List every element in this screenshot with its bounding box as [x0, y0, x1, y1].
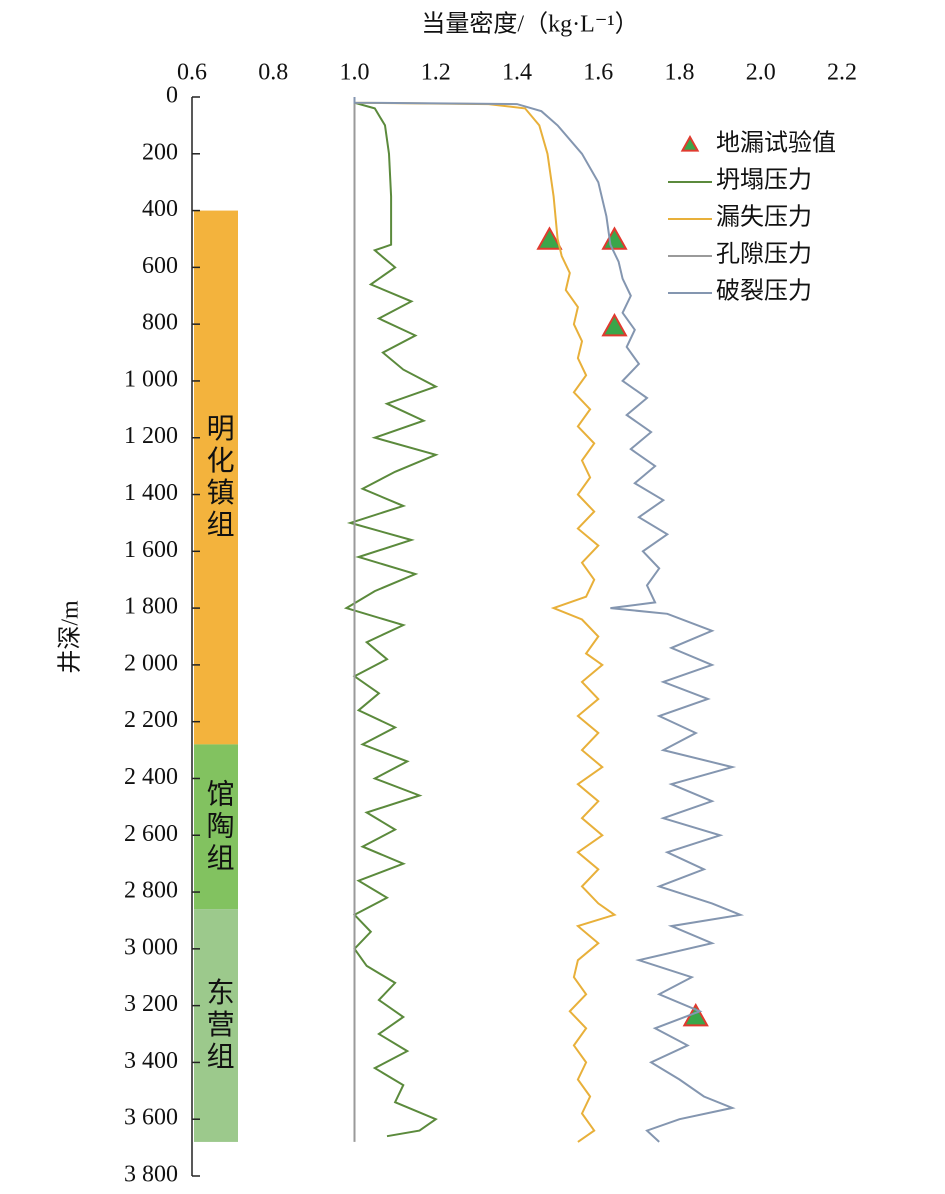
x-tick-label: 1.0	[340, 60, 370, 86]
y-tick-label: 1 200	[124, 423, 178, 449]
legend-label: 坍塌压力	[716, 167, 812, 194]
x-tick-label: 1.6	[583, 60, 613, 86]
y-tick-label: 3 000	[124, 934, 178, 960]
legend-marker	[680, 134, 700, 152]
y-tick-label: 0	[166, 83, 178, 109]
y-tick-label: 1 600	[124, 537, 178, 563]
legend-label: 破裂压力	[716, 278, 812, 305]
formation-band	[194, 744, 238, 910]
series-line	[353, 97, 617, 1143]
legend-label: 孔隙压力	[716, 241, 812, 268]
legend-label: 地漏试验值	[716, 130, 836, 157]
formation-label: 明化镇组	[203, 413, 235, 541]
formation-label: 东营组	[203, 977, 234, 1073]
x-tick-label: 0.6	[177, 60, 207, 86]
formation-band	[194, 909, 238, 1142]
test-point	[536, 226, 563, 250]
y-tick-label: 800	[142, 310, 178, 336]
y-tick-label: 3 200	[124, 991, 178, 1017]
y-tick-label: 2 600	[124, 821, 178, 847]
x-tick-label: 1.2	[421, 60, 451, 86]
y-tick-label: 200	[142, 139, 178, 165]
y-tick-label: 1 000	[124, 366, 178, 392]
y-tick-label: 1 400	[124, 480, 178, 506]
y-tick-label: 2 000	[124, 650, 178, 676]
x-tick-label: 2.0	[746, 60, 776, 86]
y-tick-label: 2 800	[124, 878, 178, 904]
test-point	[601, 312, 628, 337]
y-tick-label: 600	[142, 253, 178, 279]
x-axis-title: 当量密度/（kg·L⁻¹）	[421, 11, 638, 38]
y-axis-title: 井深/m	[57, 600, 84, 674]
x-tick-label: 1.8	[665, 60, 695, 86]
formation-label: 馆陶组	[203, 778, 235, 874]
y-tick-label: 400	[142, 196, 178, 222]
y-tick-label: 2 400	[124, 764, 178, 790]
y-tick-label: 3 800	[124, 1162, 178, 1188]
y-tick-label: 3 600	[124, 1105, 178, 1131]
legend-label: 漏失压力	[716, 204, 812, 231]
formation-band	[194, 210, 238, 745]
x-tick-label: 2.2	[827, 60, 857, 86]
y-tick-label: 3 400	[124, 1048, 178, 1074]
series-line	[353, 97, 745, 1143]
y-tick-label: 2 200	[124, 707, 178, 733]
series-line	[343, 97, 439, 1138]
x-tick-label: 1.4	[502, 60, 532, 86]
y-tick-label: 1 800	[124, 594, 178, 620]
test-point	[601, 226, 628, 250]
x-tick-label: 0.8	[258, 60, 288, 86]
